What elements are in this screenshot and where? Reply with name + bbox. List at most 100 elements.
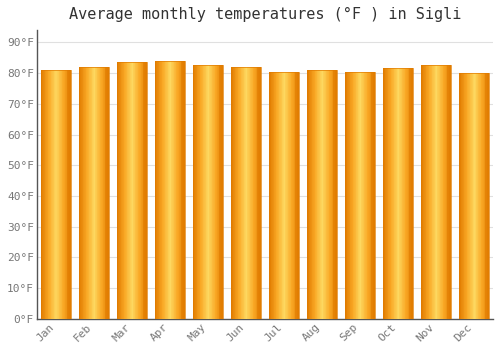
Bar: [428, 65, 430, 319]
Bar: [156, 61, 157, 319]
Bar: [193, 65, 194, 319]
Bar: [242, 67, 243, 319]
Bar: [144, 62, 145, 319]
Bar: [181, 61, 182, 319]
Bar: [326, 70, 327, 319]
Bar: [471, 73, 472, 319]
Bar: [425, 65, 426, 319]
Bar: [231, 67, 260, 319]
Bar: [163, 61, 164, 319]
Bar: [410, 69, 412, 319]
Bar: [316, 70, 318, 319]
Bar: [421, 65, 422, 319]
Bar: [488, 73, 489, 319]
Bar: [396, 69, 397, 319]
Bar: [259, 67, 260, 319]
Bar: [474, 73, 475, 319]
Bar: [475, 73, 476, 319]
Bar: [310, 70, 311, 319]
Bar: [68, 70, 69, 319]
Bar: [478, 73, 479, 319]
Bar: [120, 62, 122, 319]
Bar: [318, 70, 319, 319]
Bar: [459, 73, 460, 319]
Bar: [48, 70, 49, 319]
Bar: [128, 62, 129, 319]
Bar: [328, 70, 330, 319]
Bar: [208, 65, 210, 319]
Bar: [441, 65, 442, 319]
Bar: [182, 61, 183, 319]
Bar: [276, 71, 277, 319]
Bar: [432, 65, 433, 319]
Bar: [96, 67, 98, 319]
Bar: [258, 67, 259, 319]
Bar: [359, 71, 360, 319]
Bar: [286, 71, 287, 319]
Bar: [107, 67, 108, 319]
Bar: [80, 67, 81, 319]
Bar: [160, 61, 161, 319]
Bar: [86, 67, 87, 319]
Bar: [174, 61, 175, 319]
Bar: [319, 70, 320, 319]
Bar: [364, 71, 365, 319]
Bar: [278, 71, 280, 319]
Bar: [47, 70, 48, 319]
Bar: [183, 61, 184, 319]
Bar: [232, 67, 234, 319]
Bar: [450, 65, 451, 319]
Bar: [350, 71, 351, 319]
Bar: [55, 70, 56, 319]
Bar: [250, 67, 251, 319]
Bar: [392, 69, 393, 319]
Bar: [284, 71, 286, 319]
Bar: [176, 61, 177, 319]
Bar: [216, 65, 218, 319]
Bar: [387, 69, 388, 319]
Bar: [102, 67, 104, 319]
Bar: [313, 70, 314, 319]
Bar: [175, 61, 176, 319]
Bar: [126, 62, 128, 319]
Bar: [54, 70, 55, 319]
Bar: [307, 70, 337, 319]
Bar: [56, 70, 57, 319]
Bar: [466, 73, 468, 319]
Bar: [365, 71, 366, 319]
Bar: [308, 70, 310, 319]
Bar: [43, 70, 44, 319]
Bar: [444, 65, 445, 319]
Bar: [131, 62, 132, 319]
Bar: [41, 70, 42, 319]
Bar: [412, 69, 413, 319]
Bar: [282, 71, 283, 319]
Bar: [459, 73, 489, 319]
Bar: [95, 67, 96, 319]
Bar: [431, 65, 432, 319]
Bar: [277, 71, 278, 319]
Bar: [472, 73, 474, 319]
Bar: [42, 70, 43, 319]
Bar: [136, 62, 137, 319]
Bar: [194, 65, 195, 319]
Bar: [336, 70, 337, 319]
Bar: [389, 69, 390, 319]
Bar: [426, 65, 427, 319]
Bar: [409, 69, 410, 319]
Bar: [333, 70, 334, 319]
Bar: [346, 71, 348, 319]
Bar: [169, 61, 170, 319]
Bar: [98, 67, 99, 319]
Bar: [132, 62, 134, 319]
Bar: [211, 65, 212, 319]
Bar: [311, 70, 312, 319]
Bar: [371, 71, 375, 319]
Bar: [199, 65, 200, 319]
Bar: [446, 65, 447, 319]
Bar: [142, 62, 143, 319]
Bar: [221, 65, 222, 319]
Bar: [463, 73, 464, 319]
Bar: [90, 67, 91, 319]
Bar: [135, 62, 136, 319]
